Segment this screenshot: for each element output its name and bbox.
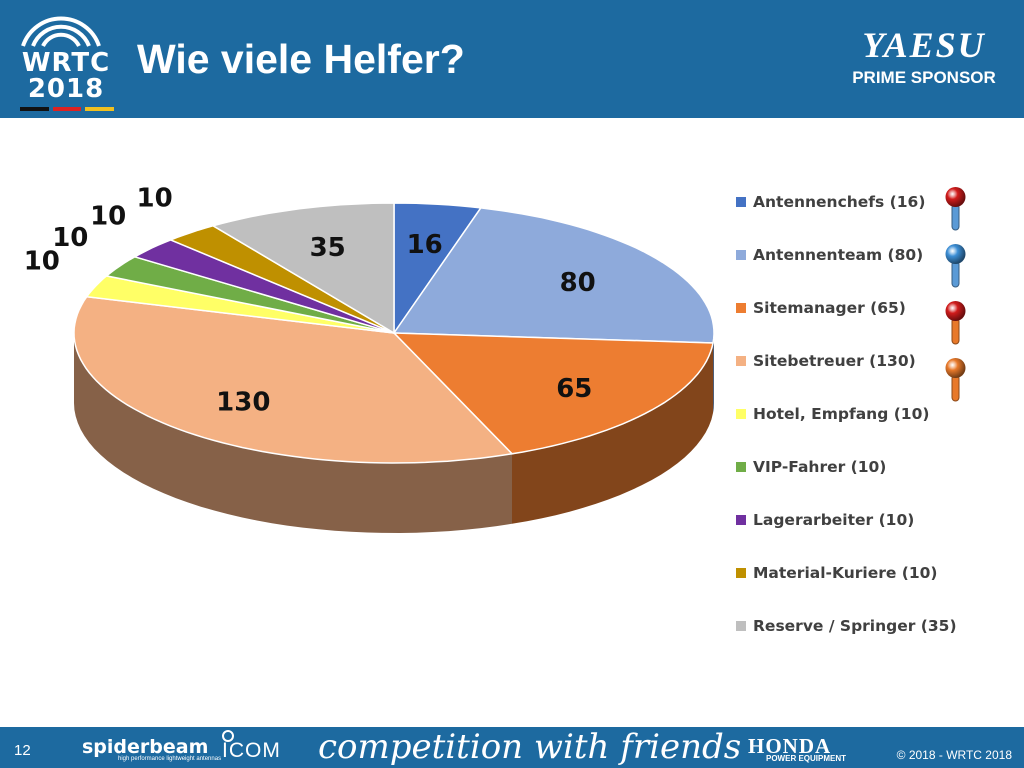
pie-data-label: 10 xyxy=(52,223,88,253)
pie-data-label: 10 xyxy=(90,202,126,232)
legend-swatch xyxy=(736,568,746,578)
slide-header: WRTC 2018 Wie viele Helfer? YAESU PRIME … xyxy=(0,0,1024,118)
pie-side-antennenteam-80- xyxy=(713,333,714,413)
legend-item: Hotel, Empfang (10) xyxy=(736,402,929,426)
legend-label: VIP-Fahrer (10) xyxy=(753,458,887,476)
legend-item: Sitebetreuer (130) xyxy=(736,349,916,373)
honda-subtitle: POWER EQUIPMENT xyxy=(766,754,847,763)
legend-swatch xyxy=(736,197,746,207)
spiderbeam-logo: spiderbeam xyxy=(82,736,209,758)
legend-item: VIP-Fahrer (10) xyxy=(736,455,886,479)
legend-label: Sitemanager (65) xyxy=(753,299,906,317)
spiderbeam-tagline: high performance lightweight antennas xyxy=(118,756,222,762)
copyright: © 2018 - WRTC 2018 xyxy=(896,748,1012,762)
pie-data-label: 16 xyxy=(407,230,443,260)
pie-data-label: 10 xyxy=(137,183,173,213)
prime-sponsor-label: PRIME SPONSOR xyxy=(852,68,996,87)
pie-slice-reserve-springer-35- xyxy=(211,202,395,335)
legend-label: Hotel, Empfang (10) xyxy=(753,405,930,423)
logo-line2: 2018 xyxy=(27,74,105,104)
legend-label: Antennenteam (80) xyxy=(753,246,924,264)
legend-item: Sitemanager (65) xyxy=(736,296,906,320)
pie-slice-lagerarbeiter-10- xyxy=(132,239,395,334)
pie-slice-antennenteam-80- xyxy=(392,207,715,344)
honda-logo: HONDA xyxy=(748,734,832,758)
logo-line1: WRTC xyxy=(21,48,111,78)
legend-item: Material-Kuriere (10) xyxy=(736,561,938,585)
pie-slice-hotel-empfang-10- xyxy=(85,275,395,334)
red-pin-icon xyxy=(945,301,966,345)
legend-item: Reserve / Springer (35) xyxy=(736,614,957,638)
legend-label: Lagerarbeiter (10) xyxy=(753,511,915,529)
wifi-arcs-icon xyxy=(21,16,101,47)
icom-dot-icon xyxy=(222,730,234,742)
pie-side-sitebetreuer-130- xyxy=(74,333,512,533)
logo-flag-bars xyxy=(20,107,115,111)
legend-swatch xyxy=(736,462,746,472)
legend-swatch xyxy=(736,621,746,631)
orange-pin-icon xyxy=(945,358,966,402)
yaesu-logo: YAESU xyxy=(862,25,986,65)
pie-data-label: 130 xyxy=(216,387,270,417)
pie-data-label: 80 xyxy=(560,268,596,298)
red-pin-icon xyxy=(945,187,966,231)
legend-label: Reserve / Springer (35) xyxy=(753,617,957,635)
pie-slice-material-kuriere-10- xyxy=(168,224,395,334)
pie-side-sitemanager-65- xyxy=(512,343,713,524)
page-number: 12 xyxy=(14,742,31,759)
legend-swatch xyxy=(736,409,746,419)
pie-slice-sitemanager-65- xyxy=(392,332,714,455)
pie-data-label: 35 xyxy=(310,233,346,263)
slide-footer: 12 spiderbeam high performance lightweig… xyxy=(0,727,1024,768)
blue-pin-icon xyxy=(945,244,966,288)
legend-swatch xyxy=(736,515,746,525)
legend-swatch xyxy=(736,303,746,313)
footer-tagline: competition with friends xyxy=(318,727,742,767)
icom-logo: ICOM xyxy=(222,739,281,762)
legend-label: Antennenchefs (16) xyxy=(753,193,926,211)
legend-item: Antennenteam (80) xyxy=(736,243,923,267)
page-title: Wie viele Helfer? xyxy=(137,36,465,82)
wrtc-logo: WRTC 2018 xyxy=(6,6,116,111)
pie-slice-sitebetreuer-130- xyxy=(73,295,514,464)
pie-side-walls xyxy=(74,333,714,533)
legend-item: Antennenchefs (16) xyxy=(736,190,925,214)
pie-slices xyxy=(73,202,715,464)
legend-swatch xyxy=(736,250,746,260)
pie-data-label: 65 xyxy=(556,374,592,404)
legend-item: Lagerarbeiter (10) xyxy=(736,508,914,532)
legend-label: Material-Kuriere (10) xyxy=(753,564,938,582)
pie-data-label: 10 xyxy=(24,247,60,277)
pie-slice-vip-fahrer-10- xyxy=(104,255,395,334)
legend-swatch xyxy=(736,356,746,366)
legend-label: Sitebetreuer (130) xyxy=(753,352,916,370)
